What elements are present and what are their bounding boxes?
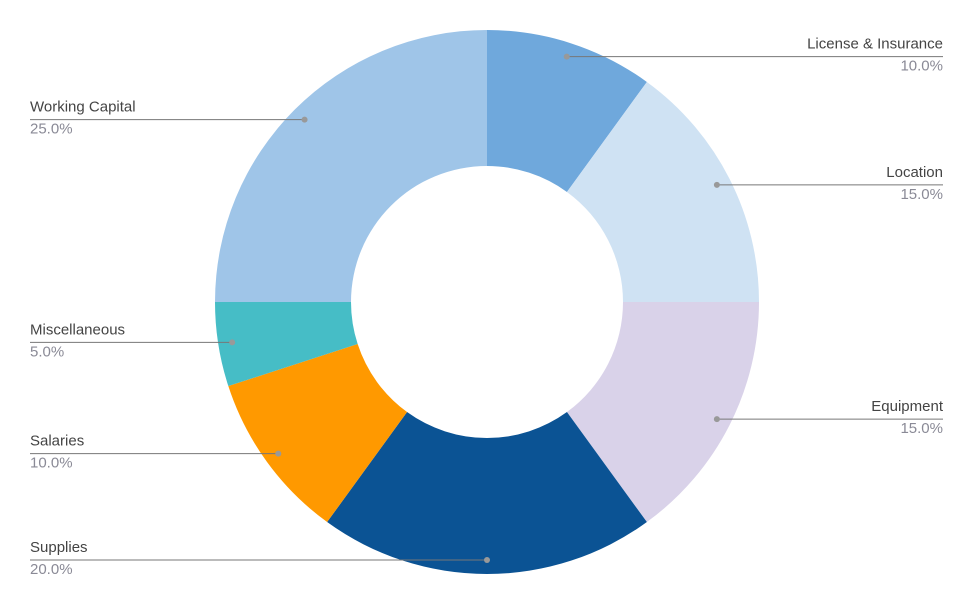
value-label: 20.0%: [30, 561, 73, 578]
slice-label: Salaries: [30, 433, 84, 450]
slice: [215, 302, 358, 387]
value-label: 15.0%: [900, 186, 943, 203]
leader-dot: [301, 116, 308, 123]
value-label: 10.0%: [30, 455, 73, 472]
slice: [228, 344, 408, 523]
value-label: 10.0%: [900, 58, 943, 75]
slice-label: License & Insurance: [807, 36, 943, 53]
leader-dot: [713, 416, 720, 423]
leader-dot: [713, 181, 720, 188]
slice: [215, 30, 487, 302]
slice-label: Location: [886, 164, 943, 181]
value-label: 15.0%: [900, 420, 943, 437]
value-label: 5.0%: [30, 343, 64, 360]
slice-label: Miscellaneous: [30, 321, 125, 338]
slice: [487, 30, 647, 192]
slice-label: Working Capital: [30, 99, 136, 116]
value-label: 25.0%: [30, 121, 73, 138]
slice: [327, 412, 647, 574]
leader-dot: [563, 53, 570, 60]
slice-label: Equipment: [871, 398, 944, 415]
leader-dot: [229, 339, 236, 346]
slice: [566, 81, 759, 302]
leader-dot: [275, 450, 282, 457]
leader-dot: [484, 557, 490, 563]
slice-label: Supplies: [30, 539, 88, 556]
slice: [566, 302, 759, 523]
